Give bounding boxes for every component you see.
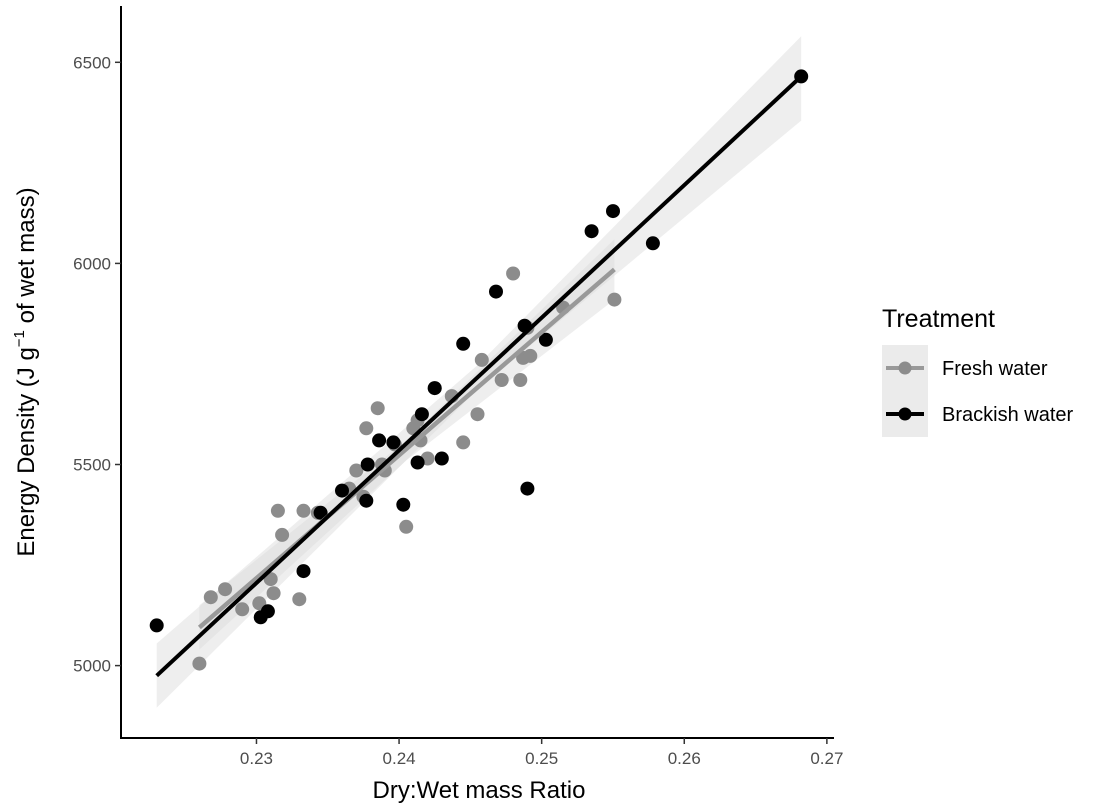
point-brackish-water [360, 457, 375, 472]
point-brackish-water [335, 483, 349, 498]
x-axis-ticks: 0.23 0.24 0.25 0.26 0.27 [240, 738, 843, 768]
point-fresh-water [235, 602, 250, 617]
confidence-band-brackish-water [156, 36, 802, 708]
point-fresh-water [292, 592, 307, 607]
point-brackish-water [520, 481, 535, 496]
point-brackish-water [489, 284, 503, 299]
legend-key-point [898, 361, 912, 375]
y-axis-title: Energy Density (J g−1 of wet mass) [11, 187, 40, 556]
point-fresh-water [494, 373, 509, 387]
x-tick-label: 0.27 [810, 749, 843, 768]
legend-key-point [898, 407, 912, 421]
confidence-bands [156, 36, 802, 708]
point-fresh-water [349, 463, 364, 478]
fit-line-fresh-water [197, 267, 616, 630]
y-tick-label: 6000 [73, 254, 111, 273]
point-fresh-water [275, 527, 290, 542]
point-brackish-water [396, 497, 411, 512]
point-brackish-water [434, 451, 449, 466]
y-tick-label: 5000 [73, 657, 111, 676]
point-fresh-water [456, 435, 471, 450]
point-brackish-water [606, 204, 620, 219]
point-brackish-water [260, 604, 275, 619]
point-brackish-water [410, 455, 425, 470]
point-brackish-water [149, 618, 164, 633]
y-tick-label: 5500 [73, 456, 111, 475]
point-fresh-water [218, 582, 233, 597]
fit-line-brackish-water [155, 74, 803, 678]
x-tick-label: 0.25 [525, 749, 558, 768]
point-brackish-water [538, 332, 553, 347]
x-tick-label: 0.24 [383, 749, 416, 768]
point-brackish-water [414, 407, 429, 422]
x-axis-title: Dry:Wet mass Ratio [373, 777, 586, 804]
y-axis-title-superscript: −1 [11, 330, 28, 347]
point-brackish-water [584, 224, 599, 239]
point-fresh-water [192, 656, 207, 671]
data-points [149, 69, 809, 671]
point-brackish-water [296, 564, 311, 579]
point-fresh-water [266, 586, 281, 601]
legend-label-brackish-water: Brackish water [942, 404, 1073, 426]
point-fresh-water [513, 373, 528, 387]
point-brackish-water [313, 505, 328, 520]
legend-title: Treatment [882, 305, 995, 333]
point-fresh-water [506, 266, 521, 281]
point-brackish-water [456, 336, 471, 351]
point-fresh-water [270, 503, 285, 518]
x-tick-label: 0.23 [240, 749, 273, 768]
point-fresh-water [470, 407, 485, 422]
point-fresh-water [203, 590, 218, 605]
legend-label-fresh-water: Fresh water [942, 358, 1048, 380]
point-fresh-water [523, 348, 538, 363]
point-fresh-water [474, 352, 489, 367]
y-tick-label: 6500 [73, 53, 111, 72]
y-axis-ticks: 5000 5500 6000 6500 [73, 53, 121, 676]
point-fresh-water [359, 421, 374, 436]
point-brackish-water [427, 381, 442, 396]
point-brackish-water [386, 435, 401, 450]
point-fresh-water [296, 503, 311, 518]
x-tick-label: 0.26 [668, 749, 701, 768]
point-fresh-water [370, 401, 385, 416]
y-axis-title-prefix: Energy Density (J g [13, 347, 40, 556]
point-fresh-water [399, 519, 414, 534]
y-axis-title-suffix: of wet mass) [13, 187, 40, 330]
legend-items: Fresh water Brackish water [882, 345, 1073, 437]
point-brackish-water [372, 433, 387, 448]
regression-lines [155, 74, 803, 678]
point-fresh-water [607, 292, 622, 307]
legend: Treatment Fresh water Brackish water [882, 305, 1073, 437]
point-brackish-water [645, 236, 660, 251]
point-brackish-water [359, 493, 374, 508]
